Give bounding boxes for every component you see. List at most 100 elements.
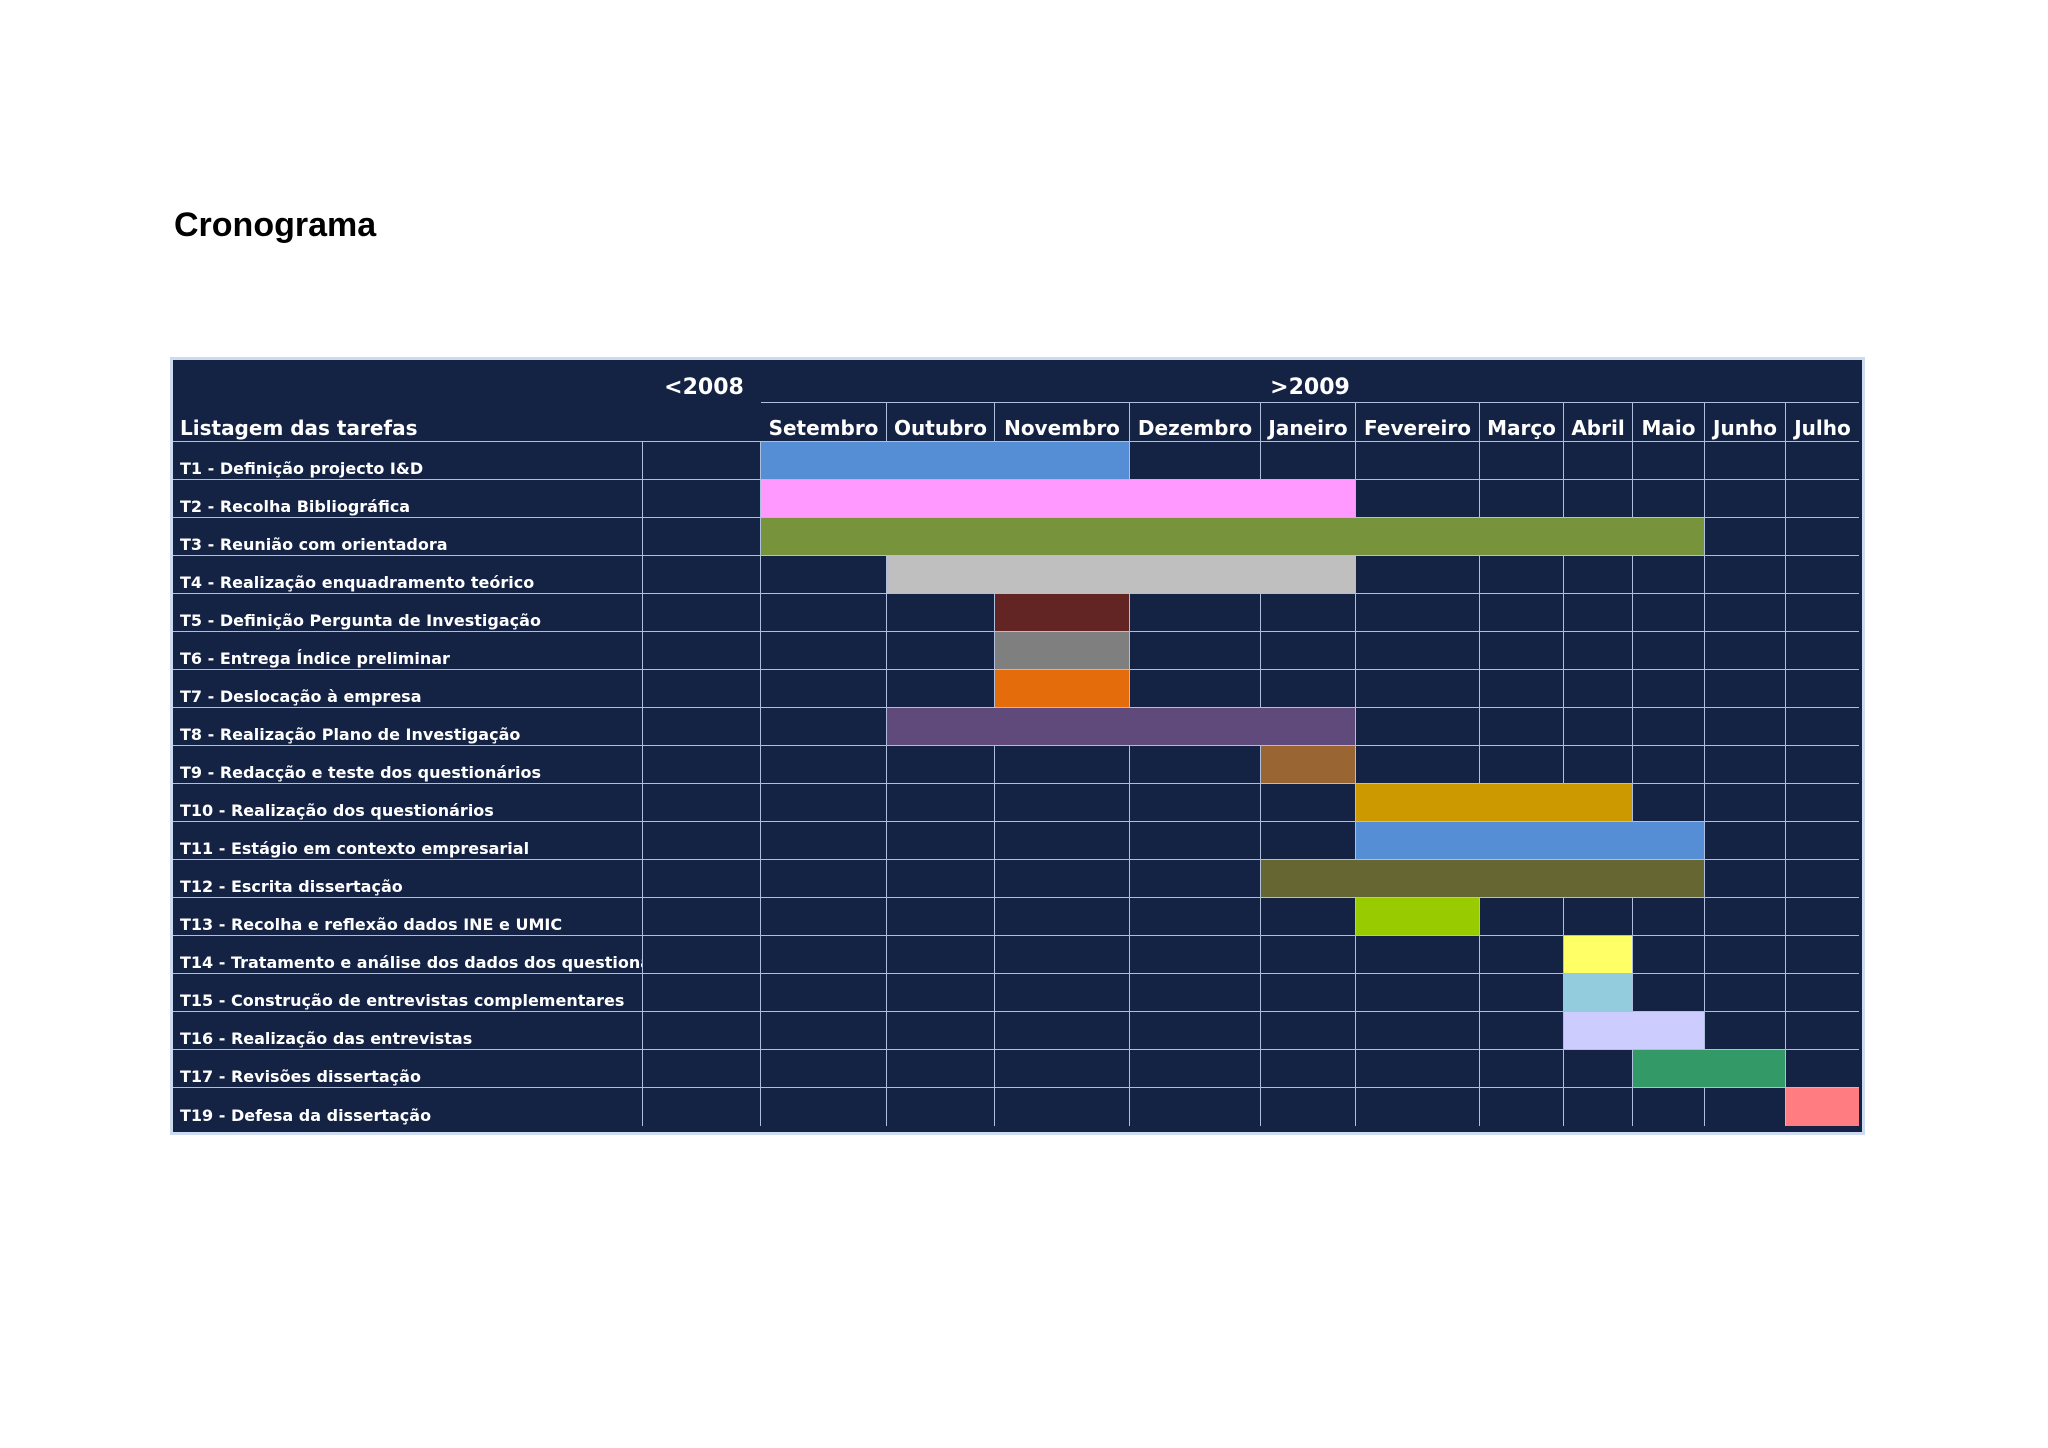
gantt-cell xyxy=(1786,974,1859,1012)
gantt-cell xyxy=(995,1012,1130,1050)
gantt-cell xyxy=(1130,974,1261,1012)
task-label: T5 - Definição Pergunta de Investigação xyxy=(173,594,643,632)
gantt-cell xyxy=(1705,974,1786,1012)
gantt-cell xyxy=(1480,1050,1564,1088)
gantt-cell xyxy=(1786,670,1859,708)
gantt-cell xyxy=(643,1050,761,1088)
task-label: T16 - Realização das entrevistas xyxy=(173,1012,643,1050)
gantt-cell xyxy=(1633,746,1705,784)
task-label: T15 - Construção de entrevistas compleme… xyxy=(173,974,643,1012)
gantt-cell xyxy=(1705,1012,1786,1050)
gantt-cell xyxy=(1480,936,1564,974)
gantt-cell xyxy=(1130,1012,1261,1050)
gantt-cell xyxy=(1130,1050,1261,1088)
task-bar xyxy=(995,632,1130,670)
gantt-cell xyxy=(1705,746,1786,784)
gantt-cell xyxy=(1633,442,1705,480)
task-label: T19 - Defesa da dissertação xyxy=(173,1088,643,1126)
gantt-cell xyxy=(1705,518,1786,556)
task-label: T4 - Realização enquadramento teórico xyxy=(173,556,643,594)
task-label: T1 - Definição projecto I&D xyxy=(173,442,643,480)
task-label: T17 - Revisões dissertação xyxy=(173,1050,643,1088)
gantt-cell xyxy=(761,594,887,632)
task-bar xyxy=(1564,936,1633,974)
gantt-cell xyxy=(995,936,1130,974)
gantt-cell xyxy=(1705,594,1786,632)
gantt-cell xyxy=(1633,594,1705,632)
gantt-cell xyxy=(761,670,887,708)
gantt-cell xyxy=(643,822,761,860)
task-bar xyxy=(1356,822,1705,860)
gantt-cell xyxy=(1261,442,1356,480)
gantt-cell xyxy=(643,556,761,594)
gantt-cell xyxy=(887,670,995,708)
gantt-cell xyxy=(1130,936,1261,974)
gantt-cell xyxy=(1480,442,1564,480)
gantt-cell xyxy=(1786,746,1859,784)
task-label: T8 - Realização Plano de Investigação xyxy=(173,708,643,746)
gantt-cell xyxy=(1705,822,1786,860)
gantt-cell xyxy=(887,594,995,632)
gantt-cell xyxy=(1480,746,1564,784)
gantt-cell xyxy=(761,708,887,746)
gantt-cell xyxy=(1564,1088,1633,1126)
gantt-cell xyxy=(887,898,995,936)
gantt-cell xyxy=(643,974,761,1012)
gantt-cell xyxy=(761,860,887,898)
gantt-cell xyxy=(1261,974,1356,1012)
gantt-cell xyxy=(1705,860,1786,898)
gantt-cell xyxy=(1705,898,1786,936)
gantt-cell xyxy=(1786,784,1859,822)
gantt-cell xyxy=(1480,632,1564,670)
gantt-cell xyxy=(887,746,995,784)
gantt-cell xyxy=(1564,670,1633,708)
task-bar xyxy=(1564,1012,1705,1050)
month-header: Maio xyxy=(1633,402,1705,442)
gantt-cell xyxy=(995,746,1130,784)
gantt-cell xyxy=(1564,480,1633,518)
gantt-cell xyxy=(1633,1088,1705,1126)
gantt-cell xyxy=(1356,708,1480,746)
task-bar xyxy=(887,556,1356,594)
gantt-cell xyxy=(1564,898,1633,936)
task-bar xyxy=(1633,1050,1786,1088)
gantt-cell xyxy=(761,556,887,594)
gantt-cell xyxy=(1633,784,1705,822)
gantt-cell xyxy=(1480,670,1564,708)
task-list-header: Listagem das tarefas xyxy=(173,402,761,442)
gantt-cell xyxy=(1130,898,1261,936)
task-bar xyxy=(1356,784,1633,822)
gantt-cell xyxy=(1480,480,1564,518)
gantt-cell xyxy=(761,1088,887,1126)
month-header: Fevereiro xyxy=(1356,402,1480,442)
task-label: T13 - Recolha e reflexão dados INE e UMI… xyxy=(173,898,643,936)
gantt-cell xyxy=(1633,708,1705,746)
gantt-cell xyxy=(643,746,761,784)
gantt-cell xyxy=(1261,898,1356,936)
gantt-cell xyxy=(1130,1088,1261,1126)
gantt-cell xyxy=(1356,974,1480,1012)
gantt-cell xyxy=(1130,822,1261,860)
year-header-2009: >2009 xyxy=(761,360,1859,402)
gantt-cell xyxy=(1705,556,1786,594)
gantt-cell xyxy=(643,898,761,936)
gantt-cell xyxy=(1261,670,1356,708)
gantt-cell xyxy=(761,1012,887,1050)
gantt-cell xyxy=(1261,632,1356,670)
gantt-cell xyxy=(643,480,761,518)
gantt-cell xyxy=(1786,518,1859,556)
gantt-cell xyxy=(1633,480,1705,518)
gantt-cell xyxy=(1786,708,1859,746)
gantt-cell xyxy=(1261,936,1356,974)
gantt-chart: <2008 >2009 Listagem das tarefas Setembro Ou… xyxy=(170,357,1865,1135)
gantt-cell xyxy=(1786,632,1859,670)
gantt-cell xyxy=(1786,1012,1859,1050)
task-label: T3 - Reunião com orientadora xyxy=(173,518,643,556)
gantt-cell xyxy=(887,822,995,860)
gantt-cell xyxy=(1480,1088,1564,1126)
gantt-cell xyxy=(1261,1088,1356,1126)
gantt-cell xyxy=(1130,594,1261,632)
gantt-cell xyxy=(887,936,995,974)
task-bar xyxy=(995,594,1130,632)
task-bar xyxy=(1261,746,1356,784)
